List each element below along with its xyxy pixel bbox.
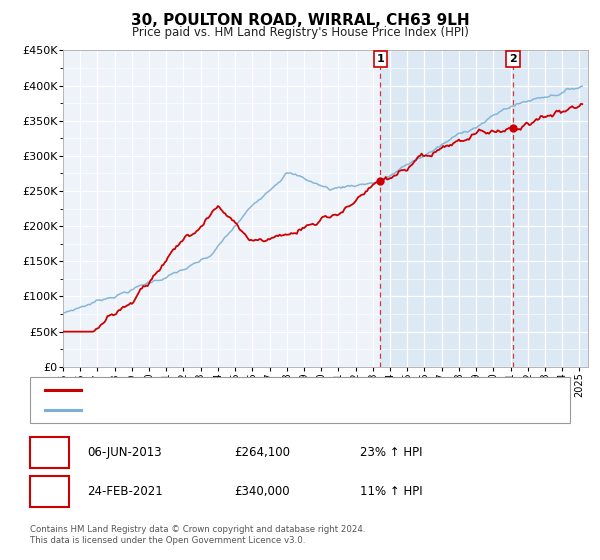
Text: 1: 1 xyxy=(377,54,384,64)
Text: £340,000: £340,000 xyxy=(234,485,290,498)
Text: 30, POULTON ROAD, WIRRAL, CH63 9LH: 30, POULTON ROAD, WIRRAL, CH63 9LH xyxy=(131,13,469,28)
Text: 23% ↑ HPI: 23% ↑ HPI xyxy=(360,446,422,459)
Bar xyxy=(380,50,600,367)
Text: 24-FEB-2021: 24-FEB-2021 xyxy=(87,485,163,498)
Text: £264,100: £264,100 xyxy=(234,446,290,459)
Text: 2: 2 xyxy=(45,485,54,498)
Text: Contains HM Land Registry data © Crown copyright and database right 2024.
This d: Contains HM Land Registry data © Crown c… xyxy=(30,525,365,545)
Text: 30, POULTON ROAD, WIRRAL, CH63 9LH (detached house): 30, POULTON ROAD, WIRRAL, CH63 9LH (deta… xyxy=(89,385,407,395)
Text: HPI: Average price, detached house, Wirral: HPI: Average price, detached house, Wirr… xyxy=(89,405,323,415)
Text: 1: 1 xyxy=(45,446,54,459)
Text: 06-JUN-2013: 06-JUN-2013 xyxy=(87,446,161,459)
Text: 11% ↑ HPI: 11% ↑ HPI xyxy=(360,485,422,498)
Text: Price paid vs. HM Land Registry's House Price Index (HPI): Price paid vs. HM Land Registry's House … xyxy=(131,26,469,39)
Text: 2: 2 xyxy=(509,54,517,64)
